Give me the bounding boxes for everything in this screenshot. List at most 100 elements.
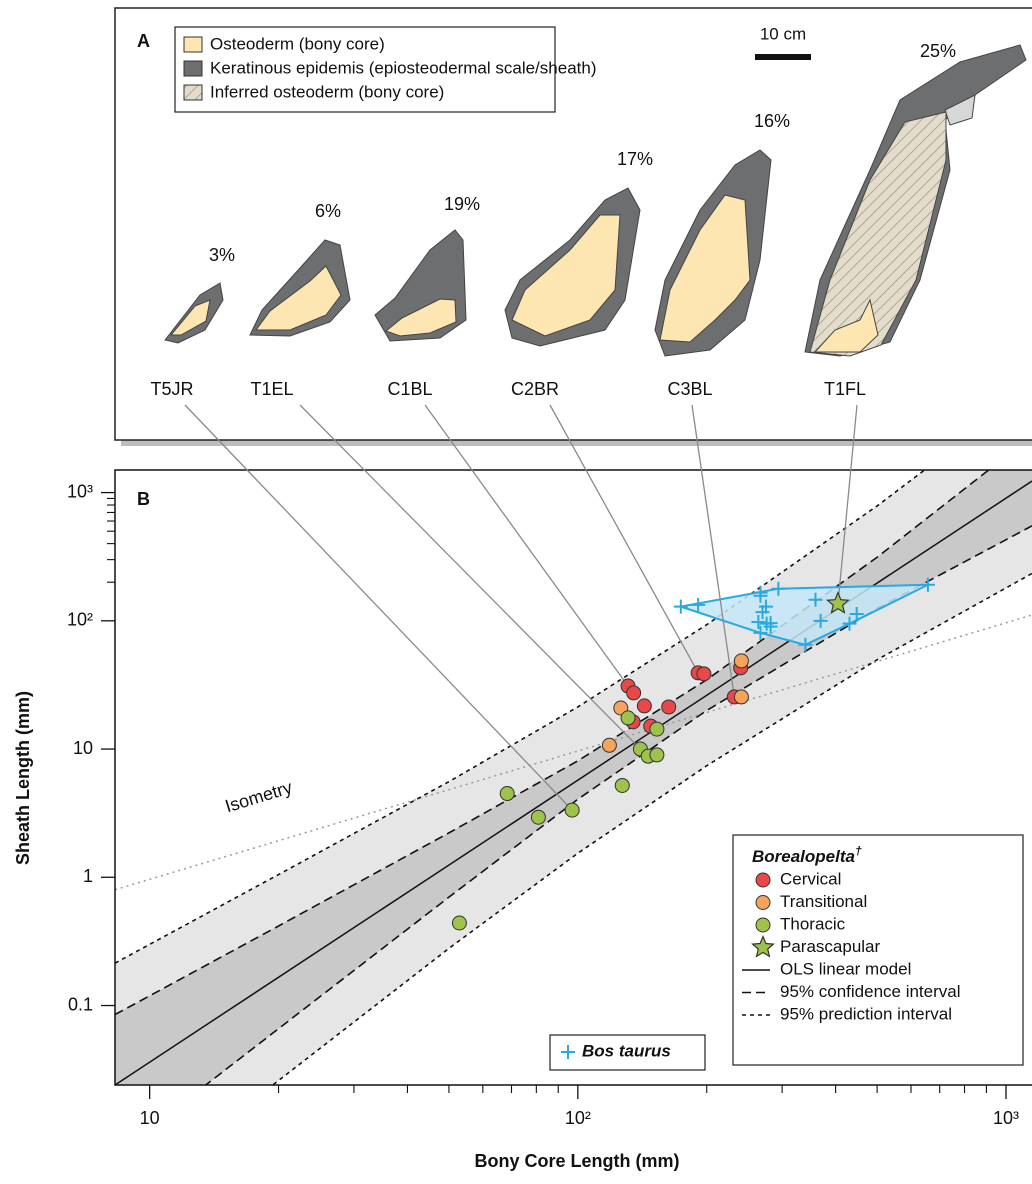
connector bbox=[691, 404, 735, 698]
legend-text: Cervical bbox=[780, 869, 841, 888]
legend-box bbox=[549, 1034, 706, 1071]
legend-swatch bbox=[183, 84, 203, 101]
connector bbox=[299, 404, 641, 750]
point bbox=[620, 710, 636, 726]
core bbox=[659, 194, 751, 343]
scale-bar bbox=[755, 54, 811, 60]
point bbox=[842, 616, 857, 631]
point bbox=[755, 895, 771, 910]
point bbox=[673, 599, 688, 614]
point bbox=[825, 591, 850, 614]
plot-area bbox=[115, 470, 1032, 1085]
ols-line bbox=[115, 480, 1032, 1085]
legend-text: Inferred osteoderm (bony core) bbox=[210, 82, 444, 101]
y-tick-label: 10³ bbox=[67, 481, 93, 501]
legend-text: Bos taurus bbox=[582, 1041, 671, 1060]
point bbox=[696, 666, 712, 682]
specimen-label: T5JR bbox=[150, 379, 193, 399]
percent-label: 19% bbox=[444, 194, 480, 214]
legend-text: Osteoderm (bony core) bbox=[210, 34, 385, 53]
specimen-label: T1EL bbox=[250, 379, 293, 399]
point bbox=[649, 721, 665, 737]
overlay bbox=[184, 404, 935, 931]
legend-box bbox=[174, 26, 556, 113]
legend-text: Keratinous epidemis (epiosteodermal scal… bbox=[210, 58, 596, 77]
percent-label: 6% bbox=[315, 201, 341, 221]
specimen-label: T1FL bbox=[824, 379, 866, 399]
point bbox=[755, 917, 771, 933]
interval-line bbox=[115, 470, 991, 1016]
percent-label: 3% bbox=[209, 245, 235, 265]
point bbox=[614, 777, 630, 793]
sheath-tip bbox=[944, 94, 976, 126]
point bbox=[733, 689, 749, 705]
legend-text: Parascapular bbox=[780, 937, 881, 956]
point bbox=[813, 613, 828, 628]
legend-title-mark: † bbox=[855, 844, 862, 858]
point bbox=[849, 607, 864, 622]
legend-text: Thoracic bbox=[780, 914, 846, 933]
plot-frame bbox=[114, 469, 1032, 1086]
x-tick-label: 10² bbox=[565, 1108, 591, 1128]
y-axis-label: Sheath Length (mm) bbox=[13, 691, 33, 865]
point bbox=[733, 653, 749, 669]
point bbox=[530, 809, 546, 825]
connector bbox=[184, 404, 573, 811]
point bbox=[755, 872, 771, 888]
point bbox=[564, 802, 580, 818]
point bbox=[451, 915, 467, 931]
core bbox=[169, 299, 211, 336]
point bbox=[561, 1045, 575, 1059]
panel-label: B bbox=[137, 489, 150, 509]
y-tick-label: 10 bbox=[73, 738, 93, 758]
point bbox=[751, 934, 775, 958]
legend-box bbox=[732, 834, 1024, 1066]
scale-label: 10 cm bbox=[760, 24, 806, 43]
percent-label: 16% bbox=[754, 111, 790, 131]
connector bbox=[549, 404, 699, 674]
point bbox=[920, 577, 935, 592]
percent-label: 17% bbox=[617, 149, 653, 169]
interval-line bbox=[115, 470, 926, 964]
legend-title: Borealopelta† bbox=[752, 844, 862, 866]
interval-line bbox=[271, 572, 1032, 1085]
specimen-label: C3BL bbox=[667, 379, 712, 399]
point bbox=[753, 588, 768, 603]
point bbox=[808, 592, 823, 607]
x-tick-label: 10³ bbox=[993, 1108, 1019, 1128]
legend-swatch bbox=[183, 36, 203, 53]
panel-label: A bbox=[137, 31, 150, 51]
point bbox=[499, 786, 515, 802]
y-tick-label: 1 bbox=[83, 866, 93, 886]
x-tick-label: 10 bbox=[140, 1108, 160, 1128]
legend-swatch bbox=[183, 60, 203, 77]
point bbox=[753, 625, 768, 640]
connector bbox=[424, 404, 629, 687]
specimen-label: C1BL bbox=[387, 379, 432, 399]
point bbox=[626, 685, 642, 701]
core bbox=[384, 298, 457, 337]
point bbox=[636, 698, 652, 714]
x-axis-label: Bony Core Length (mm) bbox=[475, 1151, 680, 1171]
core bbox=[511, 214, 621, 337]
specimen-label: C2BR bbox=[511, 379, 559, 399]
inferred-core bbox=[809, 111, 947, 357]
point bbox=[649, 747, 665, 763]
legend-text: 95% prediction interval bbox=[780, 1004, 952, 1023]
y-tick-label: 10² bbox=[67, 610, 93, 630]
point bbox=[661, 699, 677, 715]
core bbox=[813, 298, 879, 353]
y-tick-label: 0.1 bbox=[68, 994, 93, 1014]
point bbox=[755, 605, 770, 620]
connector bbox=[837, 404, 858, 604]
legend-text: Transitional bbox=[780, 892, 867, 911]
point bbox=[601, 737, 617, 753]
point bbox=[763, 616, 778, 631]
legend-text: OLS linear model bbox=[780, 959, 911, 978]
point bbox=[771, 581, 786, 596]
percent-label: 25% bbox=[920, 41, 956, 61]
point bbox=[798, 637, 813, 652]
legend-title-text: Borealopelta bbox=[752, 847, 855, 866]
legend-text: 95% confidence interval bbox=[780, 982, 961, 1001]
